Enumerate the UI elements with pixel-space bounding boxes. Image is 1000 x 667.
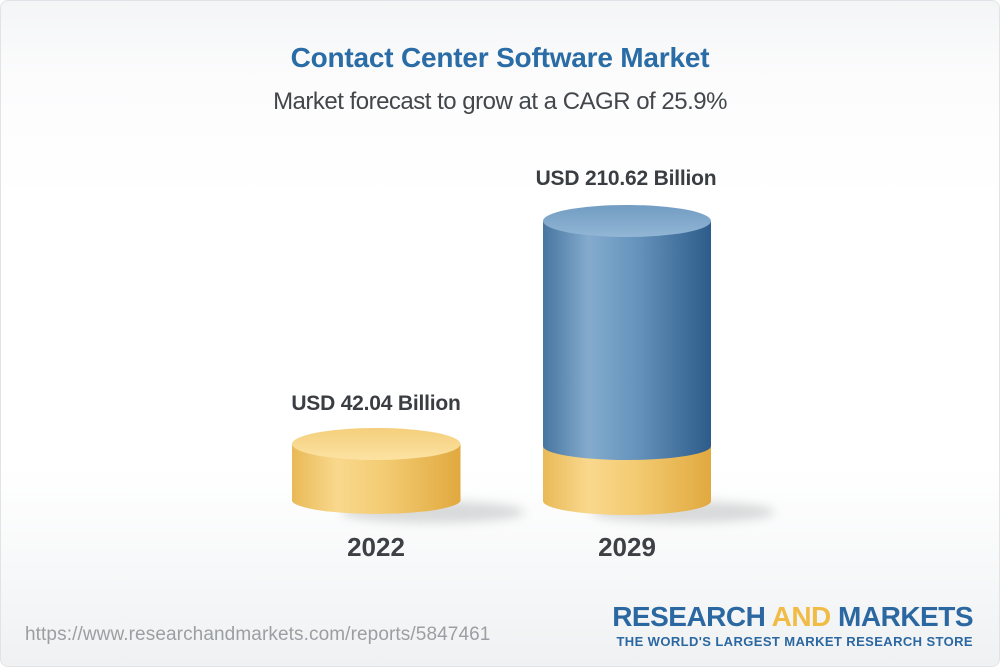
logo-word-markets: MARKETS <box>838 601 973 632</box>
bar-2029-top <box>543 205 711 237</box>
page-title: Contact Center Software Market <box>290 42 710 73</box>
axis-label-2022: 2022 <box>347 532 405 562</box>
bar-2029-column <box>543 221 711 460</box>
logo-wordmark: RESEARCH AND MARKETS <box>612 602 973 631</box>
axis-label-2029: 2029 <box>598 532 656 562</box>
bar-2022 <box>292 428 461 514</box>
research-and-markets-logo: RESEARCH AND MARKETS THE WORLD'S LARGEST… <box>612 602 973 650</box>
report-url: https://www.researchandmarkets.com/repor… <box>25 624 491 645</box>
logo-word-and: AND <box>771 601 832 632</box>
bar-2029 <box>543 205 711 515</box>
page-subtitle: Market forecast to grow at a CAGR of 25.… <box>273 88 727 115</box>
value-label-2029: USD 210.62 Billion <box>535 167 717 190</box>
value-label-2022: USD 42.04 Billion <box>291 392 461 415</box>
logo-word-research: RESEARCH <box>612 601 766 632</box>
logo-tagline: THE WORLD'S LARGEST MARKET RESEARCH STOR… <box>616 634 973 650</box>
